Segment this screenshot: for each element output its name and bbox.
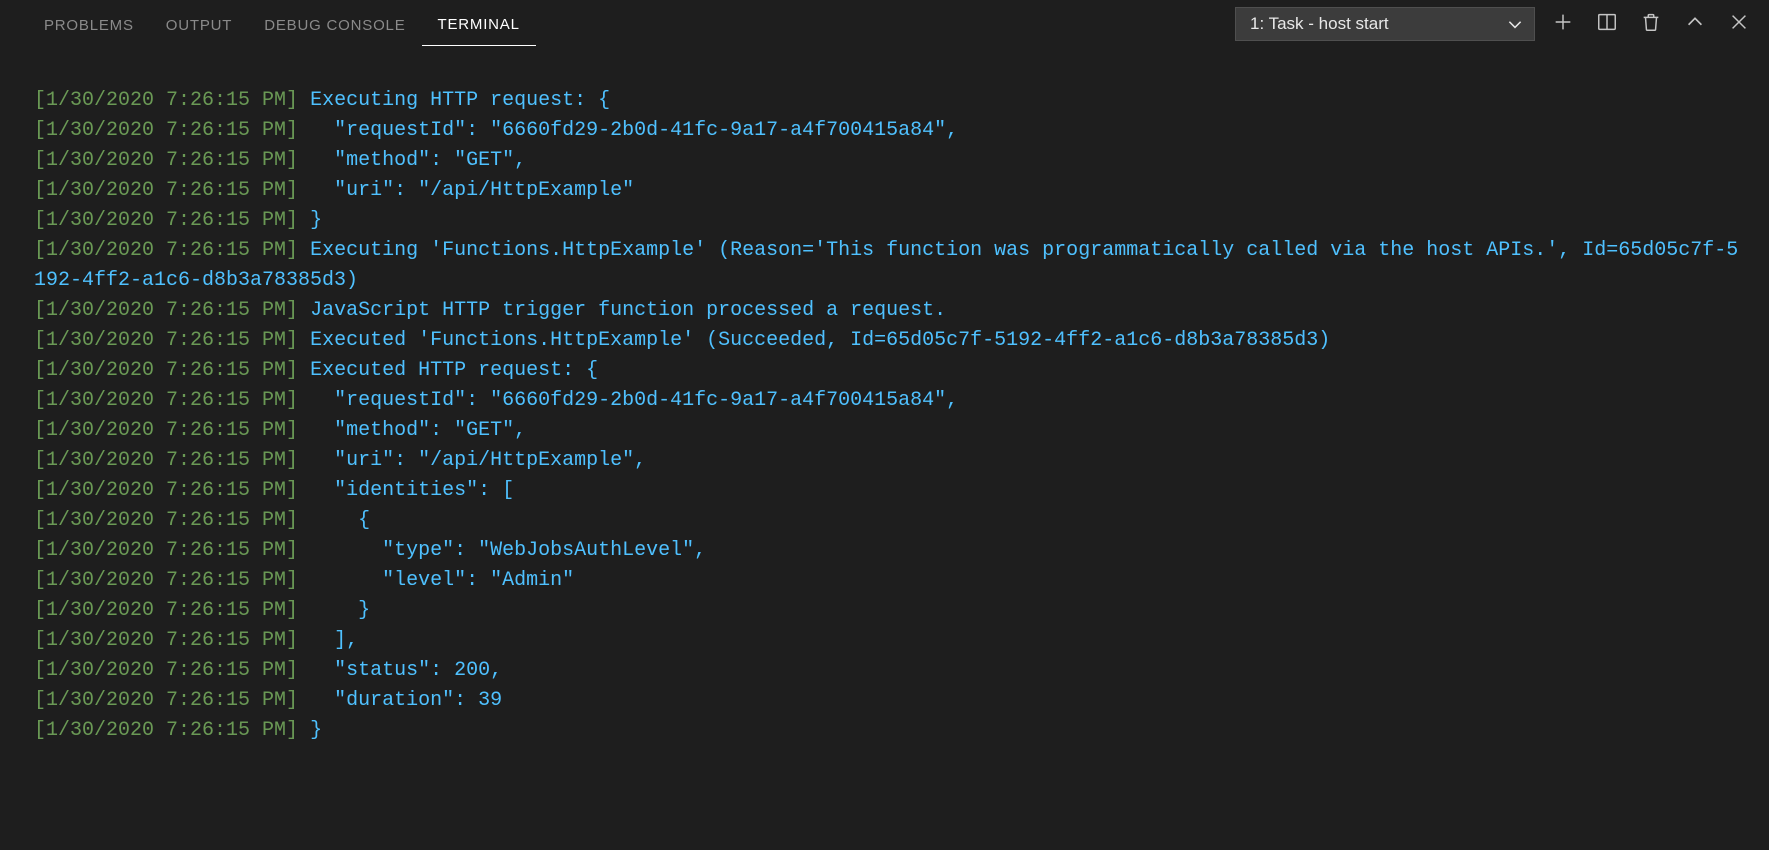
terminal-selector-label: 1: Task - host start bbox=[1250, 14, 1389, 34]
terminal-output[interactable]: [1/30/2020 7:26:15 PM] Executing HTTP re… bbox=[0, 48, 1769, 850]
split-icon bbox=[1596, 11, 1618, 37]
terminal-selector-dropdown[interactable]: 1: Task - host start bbox=[1235, 7, 1535, 41]
tab-output[interactable]: OUTPUT bbox=[150, 3, 248, 46]
tab-terminal[interactable]: TERMINAL bbox=[422, 2, 536, 46]
close-icon bbox=[1728, 11, 1750, 37]
maximize-panel-button[interactable] bbox=[1673, 2, 1717, 46]
kill-terminal-button[interactable] bbox=[1629, 2, 1673, 46]
tab-problems[interactable]: PROBLEMS bbox=[28, 3, 150, 46]
tab-debug-console[interactable]: DEBUG CONSOLE bbox=[248, 3, 421, 46]
chevron-up-icon bbox=[1684, 11, 1706, 37]
trash-icon bbox=[1640, 11, 1662, 37]
split-terminal-button[interactable] bbox=[1585, 2, 1629, 46]
plus-icon bbox=[1552, 11, 1574, 37]
panel-tab-bar: PROBLEMS OUTPUT DEBUG CONSOLE TERMINAL 1… bbox=[0, 0, 1769, 48]
panel-container: PROBLEMS OUTPUT DEBUG CONSOLE TERMINAL 1… bbox=[0, 0, 1769, 850]
chevron-down-icon bbox=[1506, 15, 1524, 33]
close-panel-button[interactable] bbox=[1717, 2, 1761, 46]
new-terminal-button[interactable] bbox=[1541, 2, 1585, 46]
